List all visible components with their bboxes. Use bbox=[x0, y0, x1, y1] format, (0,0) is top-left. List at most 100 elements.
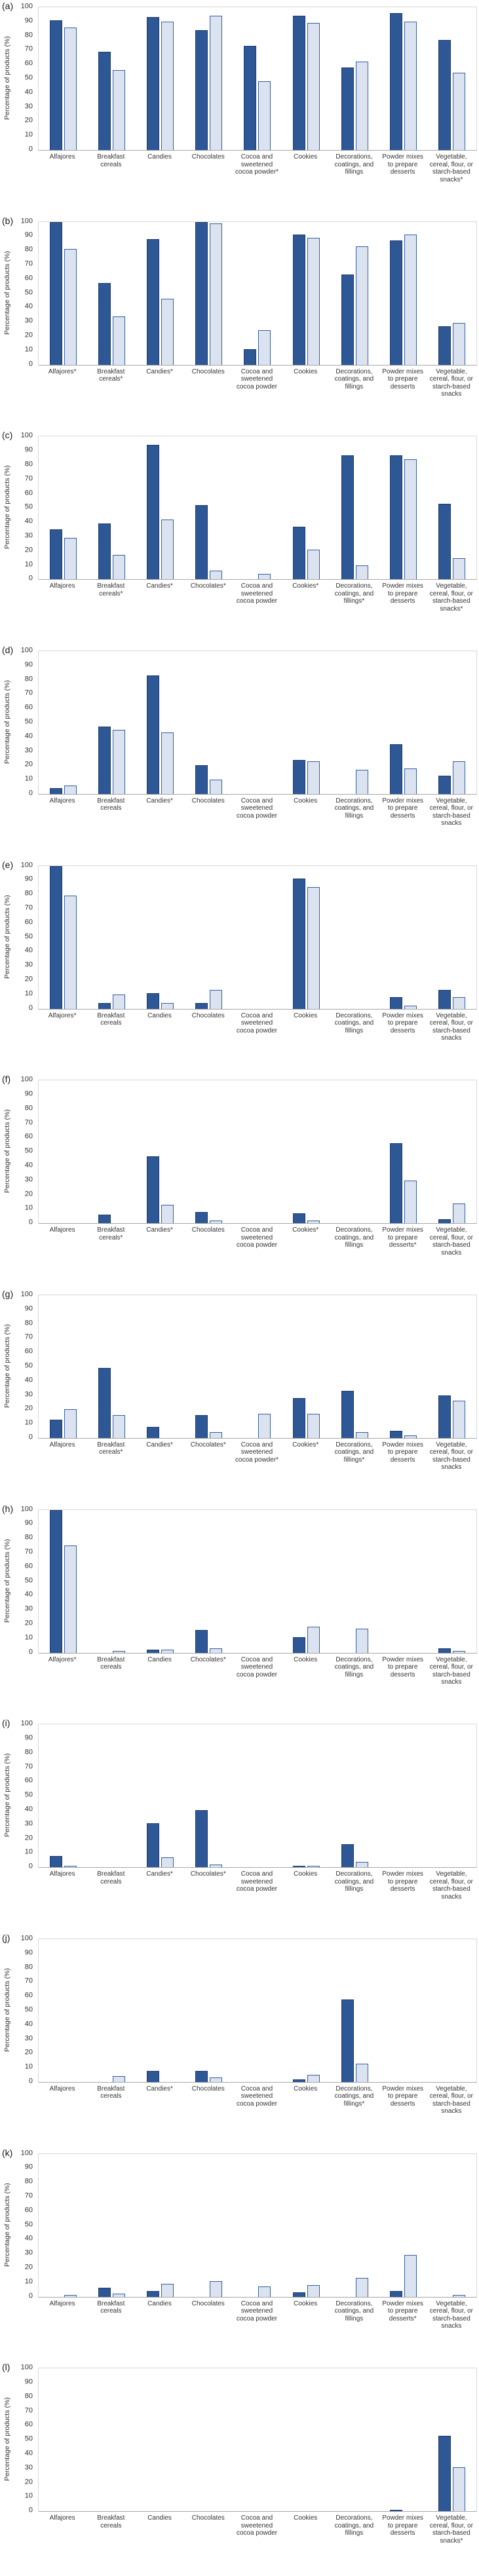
bar-dark-blue bbox=[98, 1215, 111, 1224]
bar-dark-blue bbox=[292, 235, 305, 365]
x-category-label: Cocoa and sweetened cocoa powder bbox=[236, 2514, 278, 2537]
x-category-label: Alfajores bbox=[49, 2300, 75, 2307]
x-category-label: Alfajores bbox=[49, 1441, 75, 1449]
bar-dark-blue bbox=[438, 1395, 451, 1438]
y-tick-label: 70 bbox=[24, 474, 33, 483]
bar-light-blue bbox=[161, 519, 174, 580]
x-category-label: Breakfast cereals bbox=[97, 2300, 125, 2315]
x-category-label: Candies bbox=[147, 2514, 172, 2522]
category-bar-group bbox=[379, 1080, 428, 1224]
bar-dark-blue bbox=[147, 1650, 160, 1653]
category-bar-group bbox=[39, 1939, 87, 2082]
category-bar-group bbox=[379, 7, 428, 150]
y-tick-label: 90 bbox=[24, 1304, 33, 1313]
category-bar-group bbox=[87, 7, 136, 150]
bar-light-blue bbox=[161, 1857, 174, 1868]
bar-light-blue bbox=[112, 2294, 125, 2297]
y-tick-label: 60 bbox=[24, 1347, 33, 1355]
category-bar-group bbox=[330, 222, 379, 365]
category-bar-group bbox=[39, 221, 87, 365]
plot-area bbox=[38, 650, 477, 795]
x-category-label: Powder mixes to prepare desserts bbox=[382, 2514, 424, 2537]
y-axis-ticks: 0 10 20 30 40 50 60 70 80 90 100 bbox=[16, 2150, 34, 2300]
bar-light-blue bbox=[307, 237, 320, 365]
bar-light-blue bbox=[307, 23, 320, 150]
x-category-label: Breakfast cereals bbox=[97, 1656, 125, 1671]
y-tick-label: 70 bbox=[24, 45, 33, 53]
bar-light-blue bbox=[64, 1866, 77, 1868]
y-tick-label: 60 bbox=[24, 2206, 33, 2214]
category-bar-group bbox=[87, 1295, 136, 1438]
y-tick-label: 0 bbox=[28, 2292, 33, 2300]
y-tick-label: 50 bbox=[24, 932, 33, 941]
y-tick-label: 50 bbox=[24, 2005, 33, 2014]
bar-light-blue bbox=[355, 1861, 368, 1868]
x-category-label: Breakfast cereals bbox=[97, 1012, 125, 1027]
category-bar-group bbox=[330, 1939, 379, 2082]
x-category-label: Cookies bbox=[294, 153, 318, 161]
bar-light-blue bbox=[355, 1432, 368, 1438]
bar-light-blue bbox=[307, 761, 320, 794]
y-tick-label: 70 bbox=[24, 2191, 33, 2200]
category-bar-group bbox=[185, 1295, 233, 1438]
y-tick-label: 20 bbox=[24, 1190, 33, 1198]
bar-light-blue bbox=[112, 729, 125, 794]
y-tick-label: 90 bbox=[24, 445, 33, 454]
category-bar-group bbox=[87, 1510, 136, 1653]
bar-light-blue bbox=[210, 16, 223, 150]
x-category-label: Vegetable, cereal, flour, or starch-base… bbox=[429, 1226, 473, 1257]
x-category-label: Vegetable, cereal, flour, or starch-base… bbox=[429, 582, 473, 613]
category-bar-group bbox=[136, 866, 184, 1009]
category-bar-group bbox=[379, 1939, 428, 2082]
bar-light-blue bbox=[112, 2076, 125, 2082]
bar-dark-blue bbox=[147, 1156, 160, 1224]
bar-dark-blue bbox=[292, 526, 305, 580]
category-bar-group bbox=[136, 7, 184, 150]
plot-area bbox=[38, 1938, 477, 2083]
x-category-label: Vegetable, cereal, flour, or starch-base… bbox=[429, 153, 473, 183]
bar-light-blue bbox=[210, 2077, 223, 2082]
category-bar-group bbox=[39, 7, 87, 150]
bar-dark-blue bbox=[390, 12, 403, 150]
y-tick-label: 80 bbox=[24, 1533, 33, 1542]
x-category-label: Chocolates bbox=[191, 1012, 225, 1019]
x-category-label: Vegetable, cereal, flour, or starch-base… bbox=[429, 1012, 473, 1042]
x-axis-labels: Alfajores Breakfast cereals Candies* Chocol… bbox=[38, 2085, 476, 2115]
bar-dark-blue bbox=[292, 1866, 305, 1868]
bar-light-blue bbox=[404, 459, 417, 580]
y-tick-label: 10 bbox=[24, 1847, 33, 1856]
bar-light-blue bbox=[355, 2063, 368, 2082]
y-tick-label: 100 bbox=[20, 2, 33, 10]
bar-light-blue bbox=[453, 2295, 466, 2297]
x-category-label: Alfajores bbox=[49, 797, 75, 805]
bar-light-blue bbox=[258, 1413, 271, 1438]
y-axis-title: Percentage of products (%) bbox=[3, 1968, 11, 2052]
category-bar-group bbox=[136, 1939, 184, 2082]
category-bar-group bbox=[185, 651, 233, 794]
bar-light-blue bbox=[210, 780, 223, 794]
bar-dark-blue bbox=[341, 275, 354, 365]
bar-dark-blue bbox=[341, 1391, 354, 1438]
x-axis-labels: Alfajores Breakfast cereals* Candies* Choco… bbox=[38, 1226, 476, 1257]
y-tick-label: 30 bbox=[24, 960, 33, 969]
bar-light-blue bbox=[355, 2278, 368, 2297]
category-bar-group bbox=[330, 2368, 379, 2511]
category-bar-group bbox=[379, 436, 428, 580]
y-axis-ticks: 0 10 20 30 40 50 60 70 80 90 100 bbox=[16, 3, 34, 153]
x-category-label: Cookies* bbox=[292, 1226, 319, 1234]
y-axis-ticks: 0 10 20 30 40 50 60 70 80 90 100 bbox=[16, 1076, 34, 1226]
category-bar-group bbox=[282, 436, 330, 580]
x-axis-labels: Alfajores* Breakfast cereals Candies Chocol… bbox=[38, 1012, 476, 1042]
bar-light-blue bbox=[453, 558, 466, 580]
category-bar-group bbox=[233, 651, 282, 794]
x-category-label: Chocolates* bbox=[190, 582, 226, 590]
x-category-label: Candies* bbox=[146, 2085, 173, 2093]
category-bar-group bbox=[39, 1724, 87, 1868]
category-bar-group bbox=[379, 222, 428, 365]
y-tick-label: 70 bbox=[24, 1333, 33, 1341]
category-bar-group bbox=[233, 1510, 282, 1653]
bar-dark-blue bbox=[292, 1213, 305, 1224]
category-bar-group bbox=[39, 1080, 87, 1223]
panel-letter: (a) bbox=[2, 1, 14, 11]
bar-light-blue bbox=[355, 1628, 368, 1653]
